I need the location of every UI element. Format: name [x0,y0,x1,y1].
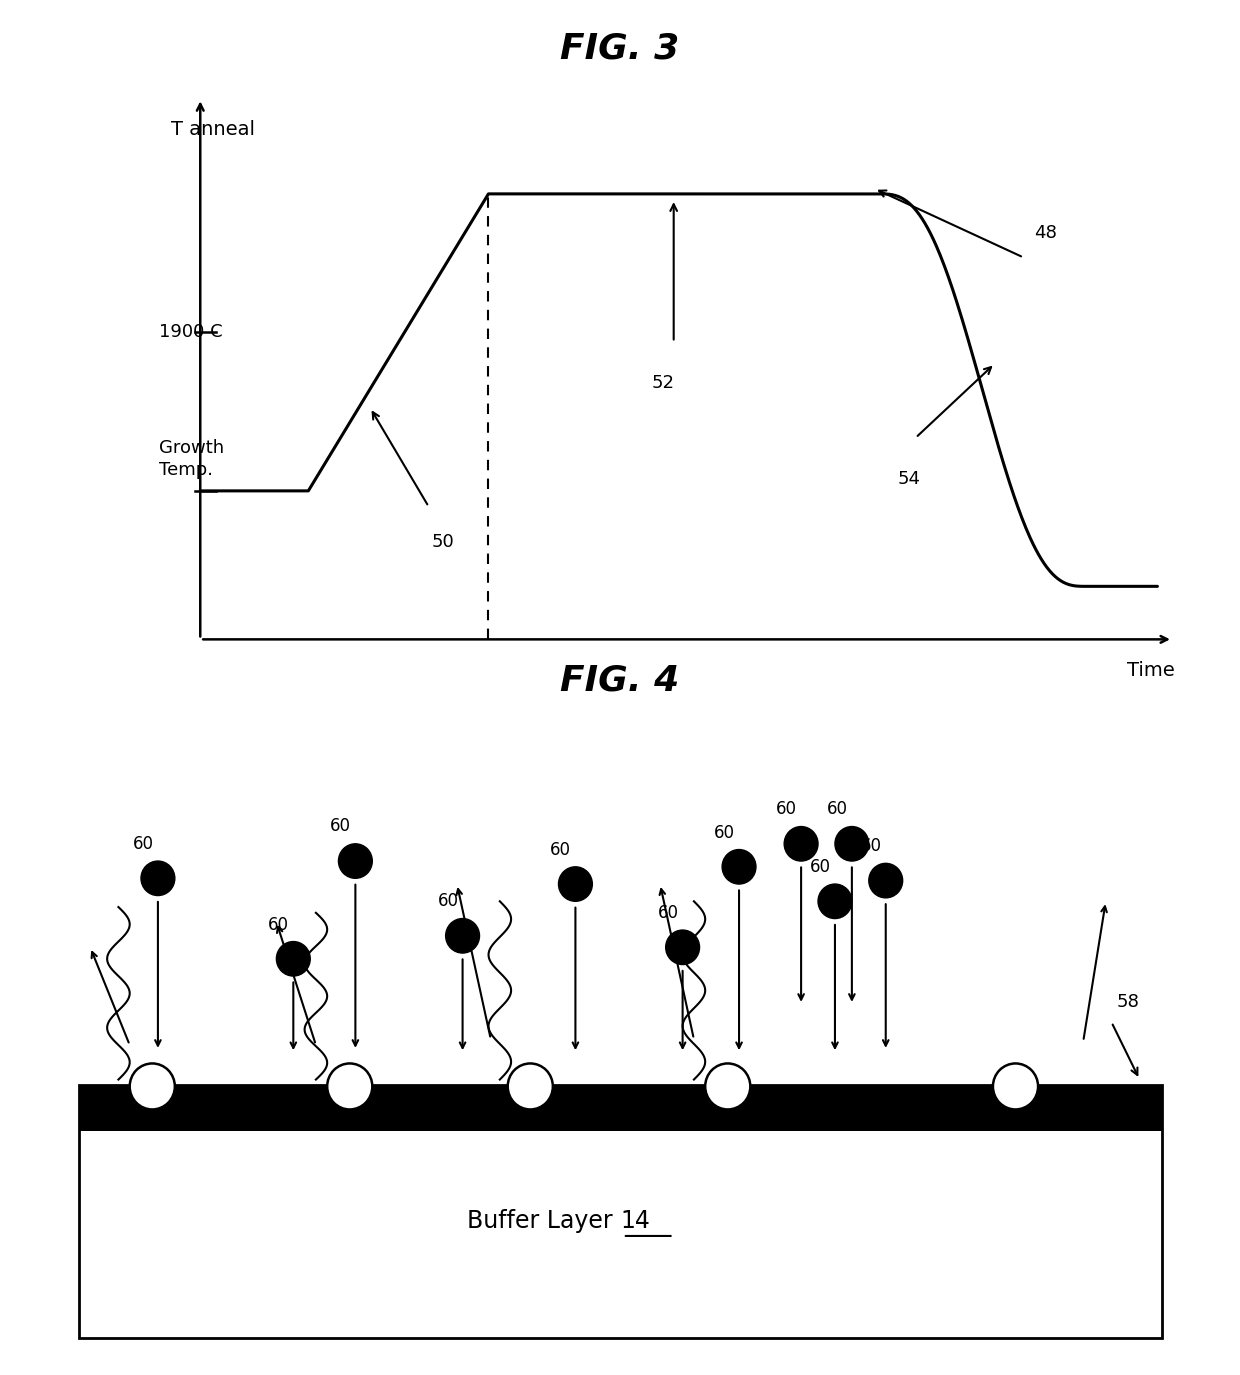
Circle shape [835,826,869,861]
Text: Time: Time [1127,660,1176,679]
Text: 60: 60 [827,800,848,818]
Circle shape [339,844,372,879]
Text: FIG. 3: FIG. 3 [560,32,680,65]
Text: 60: 60 [861,837,882,855]
Circle shape [722,850,756,884]
Text: 60: 60 [776,800,797,818]
Text: 56: 56 [1043,1089,1064,1107]
Text: 58: 58 [1117,993,1140,1011]
Text: 60: 60 [714,824,735,842]
Circle shape [277,942,310,976]
Circle shape [130,1063,175,1110]
Circle shape [141,861,175,895]
Bar [79,1085,1162,1132]
Text: 56: 56 [377,1089,398,1107]
Text: 56: 56 [557,1089,578,1107]
Text: Buffer Layer: Buffer Layer [467,1209,620,1233]
Text: 54: 54 [898,470,921,488]
Text: 60: 60 [551,840,572,859]
Text: 1900 C: 1900 C [159,323,223,341]
Text: 56: 56 [180,1089,201,1107]
Text: T anneal: T anneal [171,120,255,139]
Text: 52: 52 [652,374,675,392]
Text: 48: 48 [1034,224,1056,242]
Text: 60: 60 [657,903,678,923]
Text: 60: 60 [268,916,289,934]
Text: FIG. 4: FIG. 4 [560,664,680,697]
Text: 14: 14 [620,1209,651,1233]
Text: 56: 56 [755,1089,776,1107]
Circle shape [445,918,480,953]
Circle shape [869,864,903,898]
Circle shape [818,884,852,918]
Circle shape [784,826,818,861]
Text: 60: 60 [133,835,154,852]
Text: Growth
Temp.: Growth Temp. [159,439,224,478]
Circle shape [706,1063,750,1110]
Text: 60: 60 [330,817,351,835]
Bar [79,1085,1162,1338]
Circle shape [507,1063,553,1110]
Circle shape [993,1063,1038,1110]
Circle shape [666,930,699,964]
Circle shape [327,1063,372,1110]
Circle shape [558,866,593,901]
Text: 60: 60 [810,858,831,876]
Text: 60: 60 [438,892,459,910]
Text: 50: 50 [432,534,455,551]
